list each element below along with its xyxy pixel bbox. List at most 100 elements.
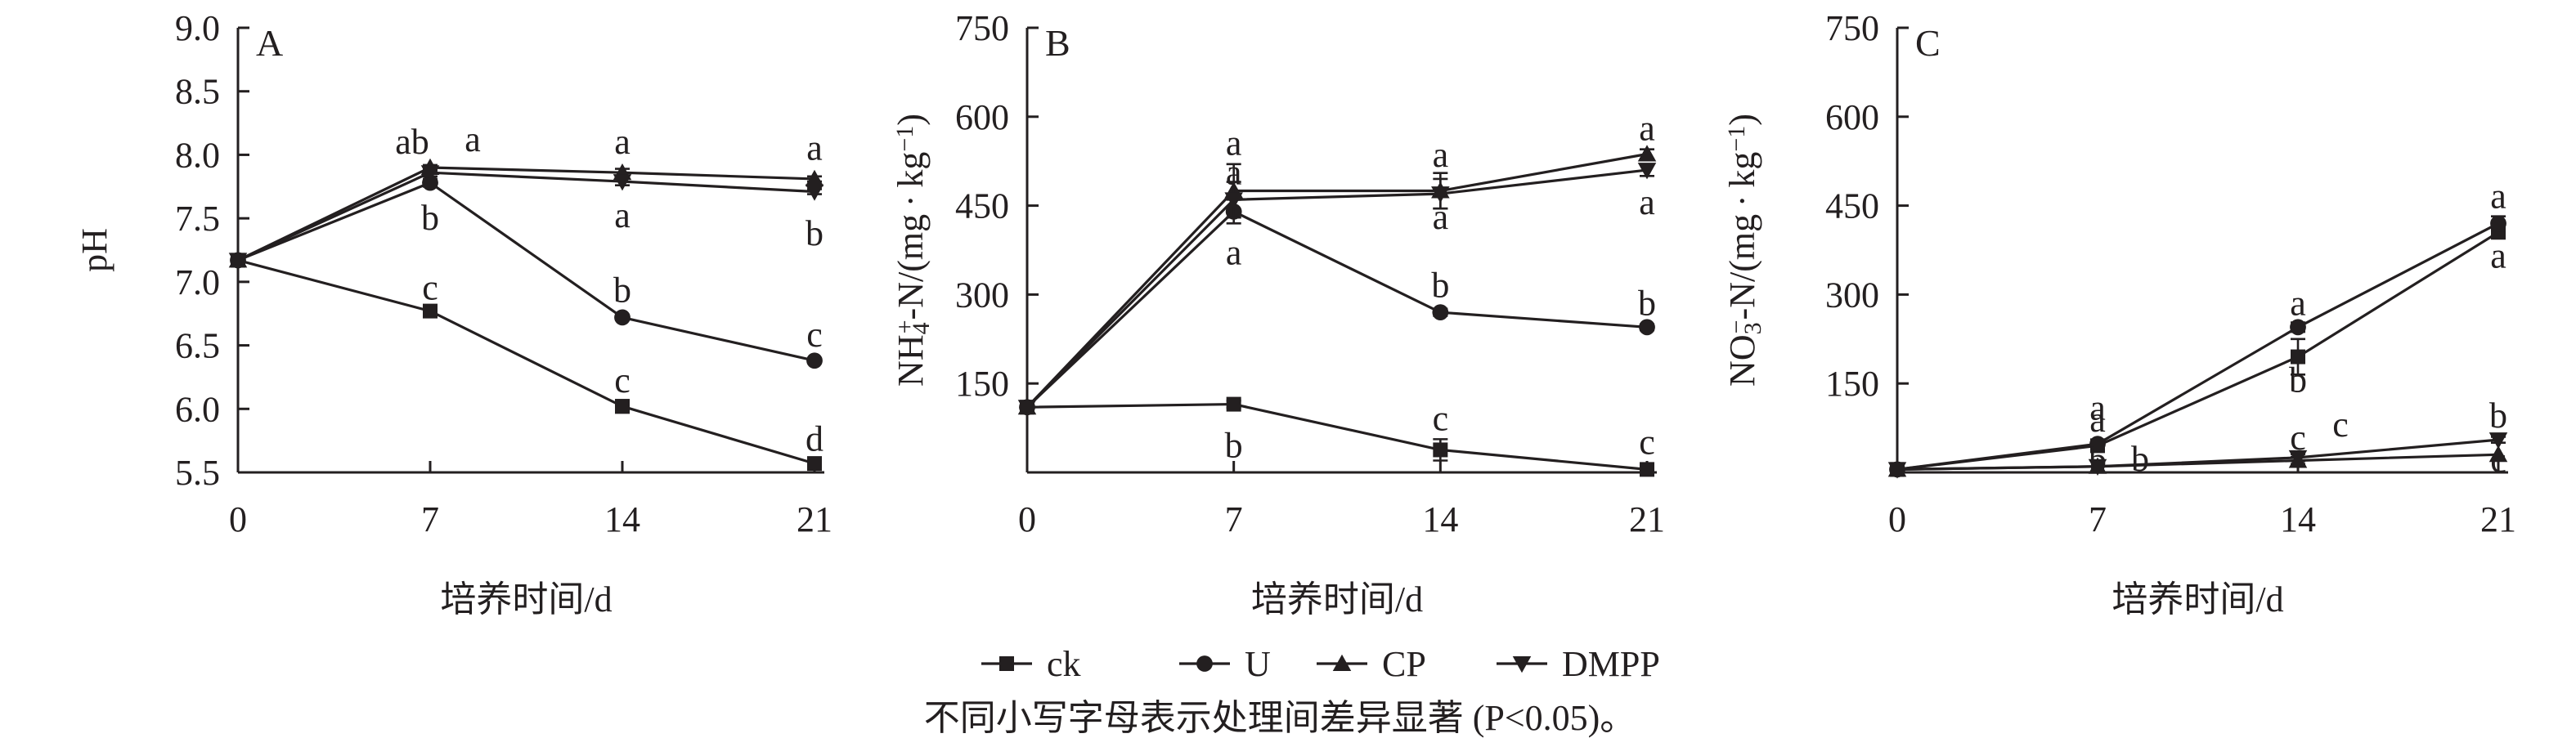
y-tick-label-b: 600 [955, 97, 1009, 137]
x-tick-label-a: 0 [229, 499, 247, 539]
data-point-dmpp [2488, 432, 2508, 450]
panel-b: 150 300 450 600 750 0 7 14 21 B 培养时间/d NH4+-N/(mg ·… [891, 8, 1665, 620]
y-axis-label-a: pH [74, 228, 114, 272]
data-point-ck [1226, 396, 1241, 412]
y-tick-label-c: 600 [1825, 97, 1879, 137]
data-point-u [422, 174, 438, 191]
data-point-cp [2488, 445, 2508, 463]
panel-c: 150 300 450 600 750 0 7 14 21 C 培养时间/d NO3−-N/(mg ·… [1722, 8, 2516, 620]
data-point-u [806, 352, 823, 369]
significance-letter: b [2489, 396, 2507, 436]
data-point-ck [1433, 442, 1448, 458]
data-point-ck [615, 399, 630, 414]
data-point-ck [807, 456, 822, 472]
legend-marker-ck [999, 656, 1014, 671]
y-tick-label-b: 450 [955, 186, 1009, 226]
data-point-dmpp [1224, 192, 1243, 209]
significance-letter: d [806, 419, 824, 459]
series-line-ck [237, 258, 815, 465]
data-point-u [2490, 215, 2506, 232]
legend: ck U CP DMPP [981, 644, 1660, 684]
data-point-dmpp [228, 253, 248, 270]
significance-letter: a [1433, 135, 1449, 175]
significance-letter: c [1639, 423, 1655, 463]
significance-letter: b [1431, 266, 1449, 306]
y-axis-label-b: NH4+-N/(mg · kg−1) [891, 114, 935, 387]
panel-letter-c: C [1915, 22, 1941, 64]
significance-letter: a [1226, 233, 1242, 273]
data-point-u [1639, 319, 1655, 336]
significance-letter: c [422, 268, 438, 308]
y-tick-label-a: 6.5 [175, 326, 220, 366]
legend-label-dmpp: DMPP [1562, 644, 1660, 684]
significance-letter: a [1639, 108, 1655, 148]
legend-label-u: U [1245, 644, 1271, 684]
significance-letter: a [614, 122, 631, 162]
series-line-u [1025, 209, 1648, 409]
legend-marker-cp [1332, 654, 1352, 671]
significance-letter: a [2089, 400, 2106, 440]
y-tick-label-a: 5.5 [175, 453, 220, 493]
significance-letter: b [613, 271, 631, 311]
series-line-ck [1026, 402, 1648, 471]
significance-letter: c [1433, 399, 1449, 439]
significance-letter: a [2490, 235, 2506, 275]
panel-letter-b: B [1045, 22, 1070, 64]
data-point-dmpp [420, 165, 440, 182]
y-tick-label-a: 9.0 [175, 8, 220, 48]
significance-letter: c [806, 315, 823, 355]
x-tick-label-c: 14 [2280, 499, 2316, 539]
x-tick-label-b: 14 [1422, 499, 1458, 539]
significance-letter: b [2131, 439, 2149, 479]
series-line-dmpp [1896, 438, 2499, 471]
series-line-ck [1896, 230, 2499, 471]
x-tick-label-a: 21 [797, 499, 832, 539]
significance-letter: c [2332, 405, 2349, 445]
series-line-dmpp [237, 171, 815, 262]
panel-a: 5.5 6.0 6.5 7.0 7.5 8.0 8.5 9.0 0 7 14 21 A 培养时间/d pH a… [74, 8, 832, 620]
data-point-ck [1640, 462, 1654, 477]
x-tick-label-b: 21 [1629, 499, 1665, 539]
significance-letter: a [2089, 388, 2106, 428]
data-point-dmpp [1431, 186, 1450, 204]
significance-letter: ab [395, 122, 429, 162]
y-tick-label-c: 750 [1825, 8, 1879, 48]
y-tick-label-c: 450 [1825, 186, 1879, 226]
x-axis-label-b: 培养时间/d [1251, 579, 1423, 620]
significance-letter: b [2289, 360, 2307, 400]
y-tick-label-b: 150 [955, 364, 1009, 404]
y-tick-label-a: 7.0 [175, 262, 220, 302]
data-point-u [614, 309, 631, 326]
significance-letter: a [2290, 283, 2306, 323]
data-point-ck [2291, 349, 2305, 365]
significance-letter: b [2089, 440, 2107, 480]
x-axis-label-a: 培养时间/d [440, 579, 612, 620]
x-tick-label-c: 21 [2480, 499, 2516, 539]
significance-letter: b [421, 198, 439, 238]
data-point-dmpp [613, 174, 632, 191]
panel-letter-a: A [256, 22, 283, 64]
data-point-u [2089, 436, 2106, 453]
x-tick-label-b: 0 [1018, 499, 1036, 539]
y-tick-label-a: 8.0 [175, 135, 220, 175]
significance-letter: a [464, 119, 481, 159]
y-tick-label-a: 7.5 [175, 199, 220, 239]
y-tick-label-a: 8.5 [175, 72, 220, 112]
data-point-dmpp [2088, 458, 2107, 476]
significance-letter: a [1226, 153, 1242, 193]
y-tick-label-c: 150 [1825, 364, 1879, 404]
legend-marker-dmpp [1512, 656, 1532, 673]
x-tick-label-c: 0 [1888, 499, 1906, 539]
significance-letter: c [2290, 418, 2306, 458]
legend-marker-u [1196, 655, 1213, 672]
significance-letter: c [2490, 440, 2506, 480]
y-tick-label-b: 750 [955, 8, 1009, 48]
x-axis-label-c: 培养时间/d [2112, 579, 2283, 620]
significance-letter: a [614, 195, 631, 235]
significance-letter: b [1225, 425, 1243, 465]
series-line-u [237, 181, 815, 362]
significance-letter: a [806, 128, 823, 168]
significance-letter: a [1433, 197, 1449, 237]
data-point-ck [423, 303, 438, 319]
